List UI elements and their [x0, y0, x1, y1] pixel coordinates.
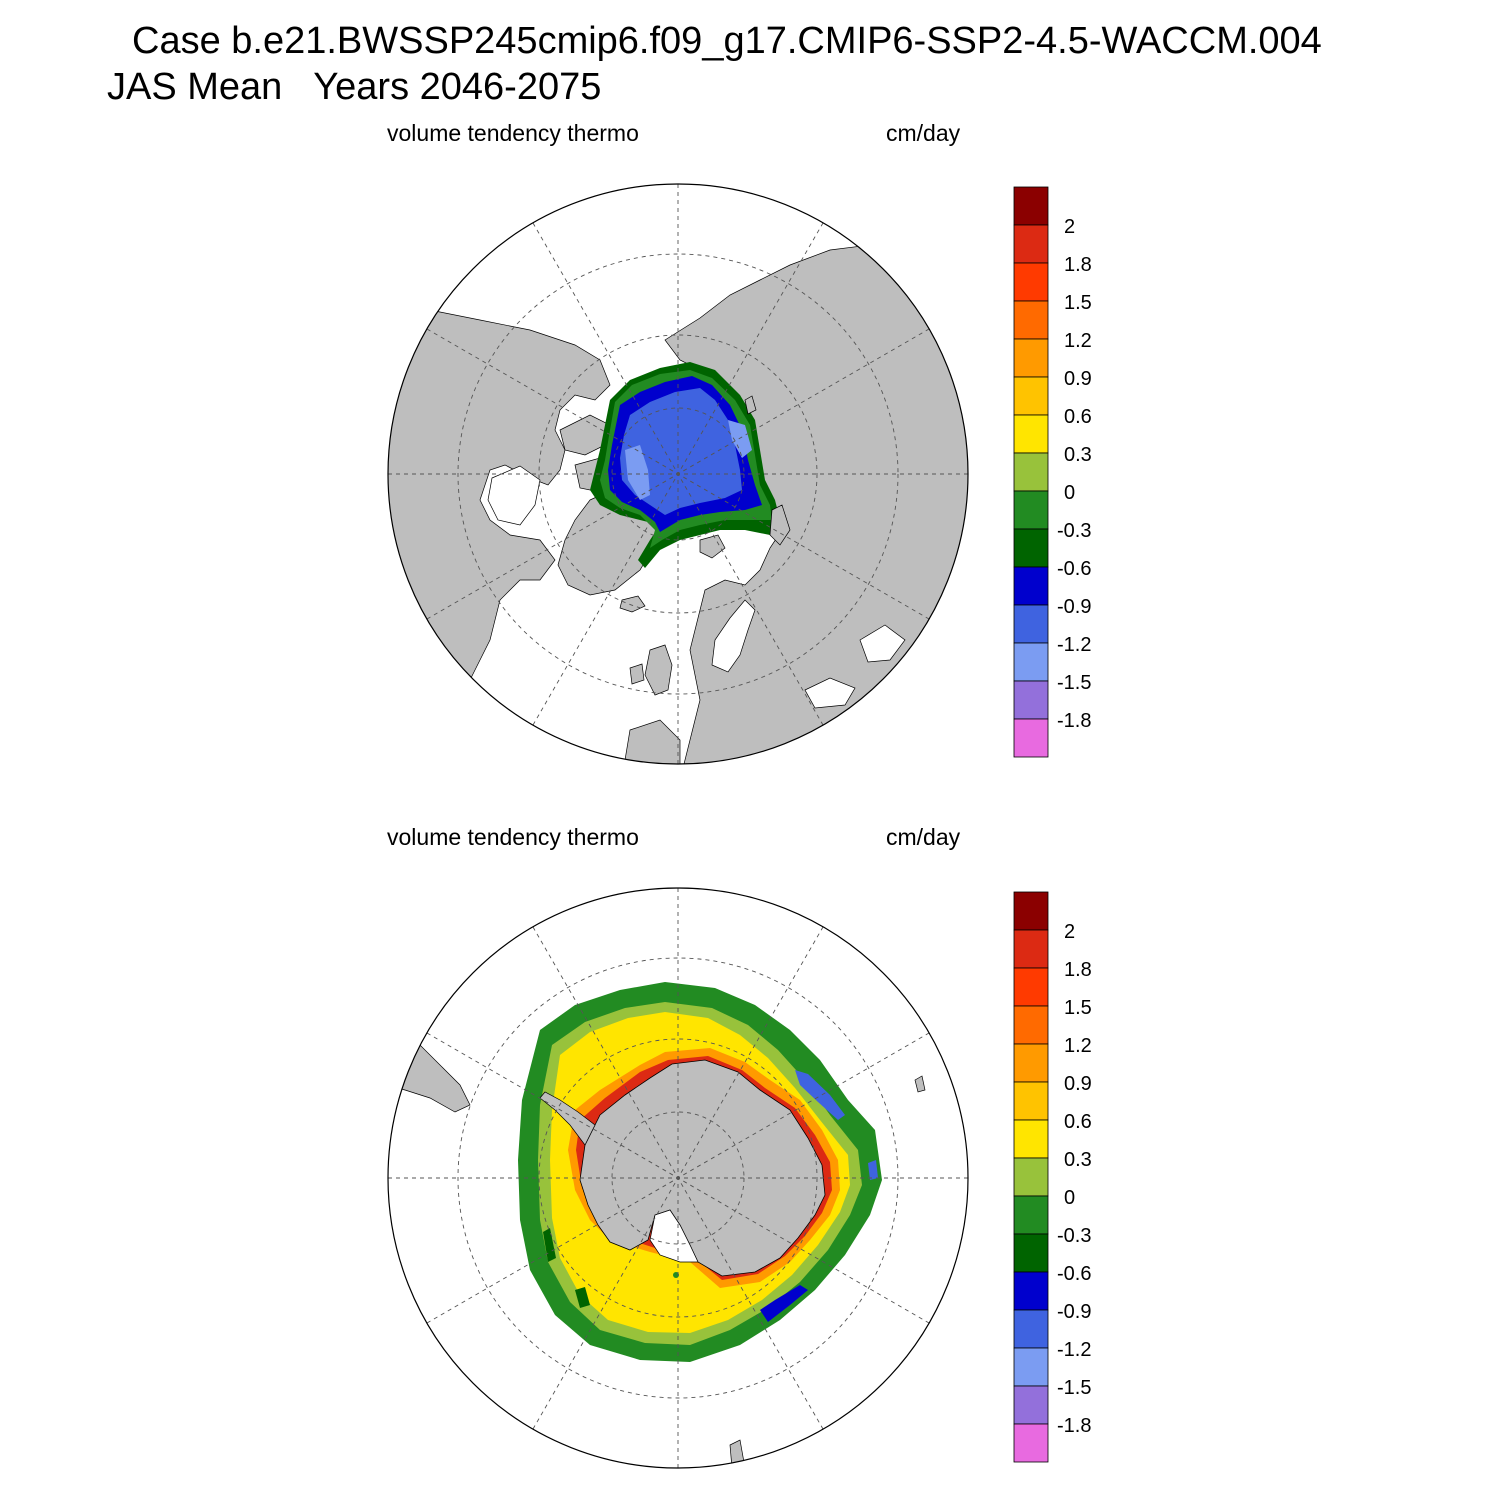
- colorbar-bottom-swatch: [1013, 1233, 1049, 1273]
- colorbar-bottom-swatch: [1013, 967, 1049, 1007]
- colorbar-top-tick-label: 0: [1064, 482, 1075, 504]
- colorbar-bottom-swatch: [1013, 1309, 1049, 1349]
- figure-title-period: JAS Mean Years 2046-2075: [107, 66, 602, 108]
- colorbar-top-tick-label: 1.8: [1064, 254, 1092, 276]
- colorbar-bottom-swatch: [1013, 1271, 1049, 1311]
- colorbar-bottom-tick-label: 1.2: [1064, 1035, 1092, 1057]
- colorbar-bottom-tick-label: -1.5: [1057, 1377, 1091, 1399]
- panel1-units-label: cm/day: [886, 120, 961, 146]
- colorbar-bottom-swatch: [1013, 1043, 1049, 1083]
- colorbar-bottom-tick-label: 0.9: [1064, 1073, 1092, 1095]
- colorbar-bottom-tick-label: 1.5: [1064, 997, 1092, 1019]
- colorbar-top-tick-label: -0.6: [1057, 558, 1091, 580]
- colorbar-top-swatch: [1013, 376, 1049, 416]
- colorbar-top-tick-label: 0.9: [1064, 368, 1092, 390]
- colorbar-top-swatch: [1013, 338, 1049, 378]
- colorbar-bottom-swatch: [1013, 1157, 1049, 1197]
- colorbar-bottom-swatch: [1013, 1385, 1049, 1425]
- colorbar-top-swatch: [1013, 604, 1049, 644]
- ice-dot: [673, 1272, 679, 1278]
- iceland: [619, 595, 646, 613]
- colorbar-bottom-tick-label: 0: [1064, 1187, 1075, 1209]
- antarctic-map: [387, 887, 969, 1469]
- colorbar-top-tick-label: 0.6: [1064, 406, 1092, 428]
- severnaya-zemlya: [744, 395, 757, 415]
- colorbar-top-swatch: [1013, 680, 1049, 720]
- antarctic-graticule: [388, 888, 968, 1468]
- baltic-sea: [711, 599, 756, 673]
- colorbar-bottom-tick-label: -1.8: [1057, 1415, 1091, 1437]
- colorbar-top-tick-label: -0.3: [1057, 520, 1091, 542]
- figure-title-case: Case b.e21.BWSSP245cmip6.f09_g17.CMIP6-S…: [132, 20, 1322, 62]
- colorbar-top-tick-label: -1.2: [1057, 634, 1091, 656]
- mediterranean-hint: [859, 624, 906, 663]
- panel2-variable-label: volume tendency thermo: [387, 824, 639, 850]
- panel2-units-label: cm/day: [886, 824, 961, 850]
- colorbar-bottom-tick-label: 1.8: [1064, 959, 1092, 981]
- colorbar-top-tick-label: 2: [1064, 216, 1075, 238]
- colorbar-top-tick-label: 1.2: [1064, 330, 1092, 352]
- colorbar-top-swatch: [1013, 642, 1049, 682]
- antarctic-ice-blue-patch-east: [795, 1070, 845, 1120]
- colorbar-bottom-tick-label: -1.2: [1057, 1339, 1091, 1361]
- colorbar-bottom-swatch: [1013, 891, 1049, 931]
- arctic-ice-light-streak: [625, 445, 650, 500]
- colorbar-bottom-swatch: [1013, 1081, 1049, 1121]
- antarctic-peninsula: [539, 1091, 596, 1146]
- colorbar-bottom-tick-label: 0.6: [1064, 1111, 1092, 1133]
- colorbar-top-swatch: [1013, 490, 1049, 530]
- colorbar-top: 2 1.8 1.5 1.2 0.9 0.6 0.3 0 -0.3 -0.6 -0.9 -1.2 -1.5…: [1013, 186, 1092, 758]
- colorbar-bottom-swatch: [1013, 1347, 1049, 1387]
- colorbar-top-tick-label: -1.8: [1057, 710, 1091, 732]
- colorbar-top-swatch: [1013, 224, 1049, 264]
- colorbar-bottom-swatch: [1013, 1119, 1049, 1159]
- arctic-map-border: [387, 183, 969, 765]
- colorbar-top-tick-label: -0.9: [1057, 596, 1091, 618]
- colorbar-bottom-swatch: [1013, 929, 1049, 969]
- colorbar-bottom-tick-label: -0.9: [1057, 1301, 1091, 1323]
- colorbar-bottom-tick-label: 2: [1064, 921, 1075, 943]
- colorbar-top-swatch: [1013, 262, 1049, 302]
- ross-ice-shelf: [649, 1209, 699, 1263]
- caspian-black-sea: [804, 677, 856, 709]
- hudson-bay: [487, 465, 541, 526]
- colorbar-bottom-tick-label: -0.6: [1057, 1263, 1091, 1285]
- novaya-zemlya: [769, 504, 791, 546]
- colorbar-top-swatch: [1013, 528, 1049, 568]
- colorbar-top-swatch: [1013, 452, 1049, 492]
- colorbar-top-tick-label: -1.5: [1057, 672, 1091, 694]
- arctic-ice-interior: [620, 388, 742, 515]
- colorbar-top-swatch: [1013, 566, 1049, 606]
- arctic-graticule: [388, 184, 968, 764]
- colorbar-top-tick-label: 1.5: [1064, 292, 1092, 314]
- svalbard: [699, 534, 726, 559]
- colorbar-bottom-swatch: [1013, 1423, 1049, 1463]
- colorbar-bottom-tick-label: -0.3: [1057, 1225, 1091, 1247]
- colorbar-top-swatch: [1013, 718, 1049, 758]
- colorbar-bottom-swatch: [1013, 1005, 1049, 1045]
- panel1-variable-label: volume tendency thermo: [387, 120, 639, 146]
- colorbar-top-tick-label: 0.3: [1064, 444, 1092, 466]
- colorbar-bottom-tick-label: 0.3: [1064, 1149, 1092, 1171]
- colorbar-top-swatch: [1013, 186, 1049, 226]
- arctic-map: [387, 183, 969, 765]
- colorbar-bottom: 2 1.8 1.5 1.2 0.9 0.6 0.3 0 -0.3 -0.6 -0.9 -1.2 -1.5…: [1013, 891, 1092, 1463]
- antarctic-map-border: [387, 887, 969, 1469]
- british-isles: [644, 644, 673, 696]
- colorbar-top-swatch: [1013, 414, 1049, 454]
- colorbar-bottom-swatch: [1013, 1195, 1049, 1235]
- colorbar-top-swatch: [1013, 300, 1049, 340]
